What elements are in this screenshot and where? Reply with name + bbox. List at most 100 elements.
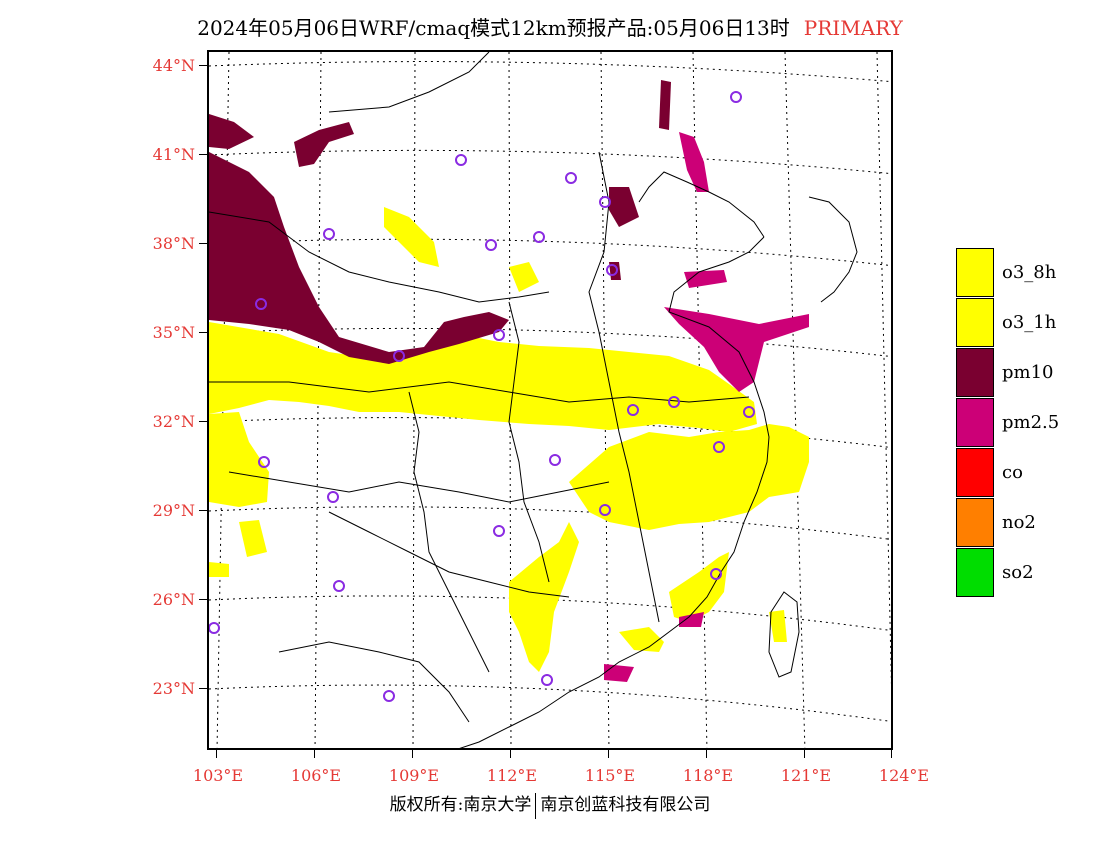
lat-label-26: 26°N xyxy=(152,590,195,609)
lat-label-29: 29°N xyxy=(152,501,195,520)
province-line xyxy=(328,511,570,598)
station-marker xyxy=(627,404,639,416)
legend-item-pm25: pm2.5 xyxy=(956,398,1076,448)
legend: o3_8h o3_1h pm10 pm2.5 co no2 so2 xyxy=(956,248,1076,598)
legend-label: o3_8h xyxy=(1002,262,1057,283)
graticule-lon-118 xyxy=(692,52,708,748)
station-marker xyxy=(255,298,267,310)
legend-label: pm2.5 xyxy=(1002,412,1060,433)
o3-shanxi-patch xyxy=(509,262,539,292)
lat-label-23: 23°N xyxy=(152,679,195,698)
graticule-lat-23 xyxy=(209,684,891,722)
legend-swatch xyxy=(956,548,994,597)
footer-separator xyxy=(535,792,537,819)
lon-tick xyxy=(891,750,892,758)
graticule-lat-26 xyxy=(209,595,891,631)
station-marker xyxy=(493,525,505,537)
lon-tick xyxy=(510,750,511,758)
graticule-lat-29 xyxy=(209,506,891,540)
lon-label-121: 121°E xyxy=(780,766,832,785)
province-line xyxy=(508,301,550,583)
map-frame xyxy=(207,50,893,750)
boundaries xyxy=(209,52,858,748)
map-title: 2024年05月06日WRF/cmaq模式12km预报产品:05月06日13时 P… xyxy=(0,12,1100,41)
station-marker xyxy=(323,228,335,240)
legend-label: pm10 xyxy=(1002,362,1054,383)
legend-swatch xyxy=(956,448,994,497)
lat-tick xyxy=(199,421,207,422)
legend-item-o3-1h: o3_1h xyxy=(956,298,1076,348)
lon-tick xyxy=(706,750,707,758)
province-line xyxy=(278,641,470,723)
lat-tick xyxy=(199,154,207,155)
taiwan-outline xyxy=(768,591,800,678)
o3-sichuan-patch xyxy=(239,520,267,557)
graticule-lon-112 xyxy=(508,52,512,748)
lat-label-35: 35°N xyxy=(152,323,195,342)
lon-label-109: 109°E xyxy=(388,766,440,785)
graticule-lon-121 xyxy=(784,52,806,748)
legend-item-o3-8h: o3_8h xyxy=(956,248,1076,298)
station-marker xyxy=(599,196,611,208)
station-marker xyxy=(713,441,725,453)
o3-west-strip xyxy=(209,412,269,507)
station-marker xyxy=(485,239,497,251)
graticule-lon-115 xyxy=(600,52,610,748)
lon-tick xyxy=(804,750,805,758)
map-canvas xyxy=(209,52,891,748)
lon-tick xyxy=(608,750,609,758)
legend-label: co xyxy=(1002,462,1023,483)
lon-tick xyxy=(412,750,413,758)
province-line xyxy=(209,211,550,303)
coastline-bohai xyxy=(638,171,765,238)
legend-label: no2 xyxy=(1002,512,1036,533)
station-marker xyxy=(730,91,742,103)
o3-taiwan-dots xyxy=(769,610,787,642)
station-marker xyxy=(393,350,405,362)
graticule-lon-109 xyxy=(412,52,416,748)
legend-swatch xyxy=(956,498,994,547)
lat-label-32: 32°N xyxy=(152,412,195,431)
province-line xyxy=(328,52,490,113)
o3-jiangxi-zhejiang xyxy=(569,424,809,530)
lat-tick xyxy=(199,688,207,689)
lon-label-106: 106°E xyxy=(290,766,342,785)
o3-hunan-guangdong xyxy=(509,522,579,672)
korea-outline xyxy=(808,196,858,303)
stations xyxy=(209,91,755,702)
station-marker xyxy=(606,264,618,276)
o3-central-band xyxy=(209,322,757,432)
graticule-lat-44 xyxy=(209,61,891,83)
station-marker xyxy=(541,674,553,686)
lon-tick xyxy=(216,750,217,758)
pm25-guangdong xyxy=(604,664,634,682)
lon-label-115: 115°E xyxy=(584,766,636,785)
footer-left: 版权所有:南京大学 xyxy=(389,795,532,815)
o3-shandong-hebei xyxy=(384,207,439,267)
province-line xyxy=(588,151,660,623)
pm10-areas xyxy=(209,80,671,364)
graticule-lon-106 xyxy=(314,52,322,748)
lat-label-41: 41°N xyxy=(152,145,195,164)
pm25-liaoning xyxy=(679,132,709,192)
o3-sw-strip xyxy=(209,562,229,577)
legend-swatch xyxy=(956,348,994,397)
legend-label: o3_1h xyxy=(1002,312,1057,333)
legend-label: so2 xyxy=(1002,562,1034,583)
pm25-fujian xyxy=(679,612,704,627)
station-marker xyxy=(333,580,345,592)
footer-right: 南京创蓝科技有限公司 xyxy=(540,795,711,815)
lat-tick xyxy=(199,332,207,333)
station-marker xyxy=(493,329,505,341)
lat-tick xyxy=(199,599,207,600)
pm10-inner-mongolia xyxy=(294,122,354,167)
legend-swatch xyxy=(956,248,994,297)
lon-label-103: 103°E xyxy=(192,766,244,785)
station-marker xyxy=(549,454,561,466)
title-main: 2024年05月06日WRF/cmaq模式12km预报产品:05月06日13时 xyxy=(197,16,790,40)
legend-item-no2: no2 xyxy=(956,498,1076,548)
lat-tick xyxy=(199,65,207,66)
station-marker xyxy=(668,396,680,408)
pm25-shandong xyxy=(684,270,727,288)
station-marker xyxy=(327,491,339,503)
